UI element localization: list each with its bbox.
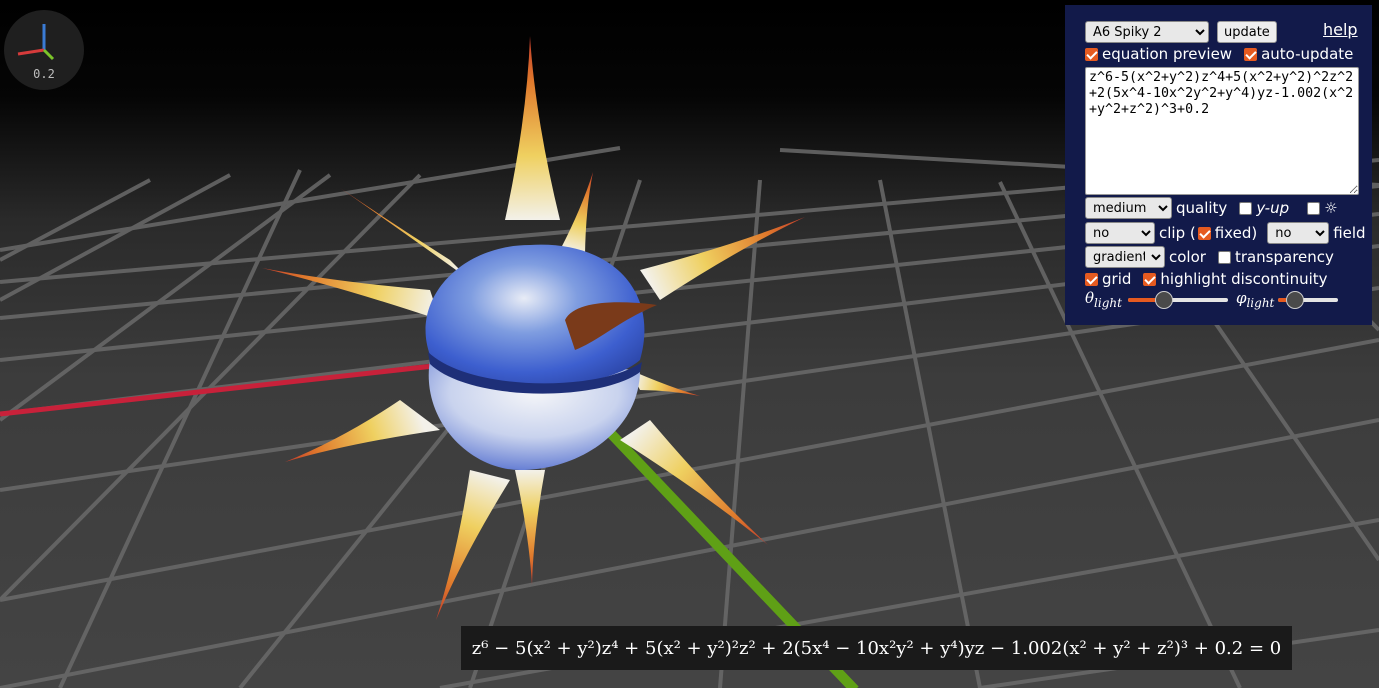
surface-spike xyxy=(560,172,593,255)
spiky-surface xyxy=(262,36,805,620)
field-label: field xyxy=(1333,224,1366,242)
surface-spike xyxy=(640,217,805,300)
control-panel: A6 Spiky 2 update help equation preview … xyxy=(1065,5,1372,325)
surface-cavity xyxy=(565,302,657,350)
grid-checkbox[interactable] xyxy=(1085,272,1098,286)
axis-orientation-widget[interactable]: 0.2 xyxy=(4,10,84,90)
equation-input[interactable]: z^6-5(x^2+y^2)z^4+5(x^2+y^2)^2z^2+2(5x^4… xyxy=(1085,67,1359,195)
theta-light-thumb[interactable] xyxy=(1154,290,1173,309)
fixed-checkbox[interactable] xyxy=(1197,226,1211,240)
sun-checkbox[interactable] xyxy=(1307,201,1321,215)
transparency-label: transparency xyxy=(1234,248,1334,266)
surface-spike xyxy=(630,370,700,396)
equation-preview-label: equation preview xyxy=(1102,45,1233,63)
sun-icon: ☼ xyxy=(1324,199,1338,217)
y-up-label: y-up xyxy=(1256,199,1290,217)
theta-light-slider[interactable] xyxy=(1127,290,1228,310)
theta-light-label: θlight xyxy=(1085,289,1122,310)
surface-spike xyxy=(436,470,510,620)
surface-spike xyxy=(505,36,560,220)
quality-label: quality xyxy=(1176,199,1228,217)
grid-label: grid xyxy=(1102,270,1132,288)
y-up-checkbox[interactable] xyxy=(1239,201,1253,215)
clip-label: clip ( xyxy=(1159,224,1196,242)
auto-update-checkbox[interactable] xyxy=(1244,47,1258,61)
surface-upper-body xyxy=(425,244,645,386)
preset-select[interactable]: A6 Spiky 2 xyxy=(1085,21,1209,43)
surface-spike xyxy=(620,420,768,545)
axis-gizmo-icon xyxy=(17,24,55,61)
color-select[interactable]: gradient xyxy=(1085,246,1165,268)
fixed-label: fixed) xyxy=(1214,224,1258,242)
highlight-discontinuity-label: highlight discontinuity xyxy=(1160,270,1328,288)
equation-display: z⁶ − 5(x² + y²)z⁴ + 5(x² + y²)²z² + 2(5x… xyxy=(461,626,1292,670)
phi-light-slider[interactable] xyxy=(1278,290,1339,310)
transparency-checkbox[interactable] xyxy=(1217,250,1231,264)
equation-preview-checkbox[interactable] xyxy=(1085,47,1098,61)
field-select[interactable]: no xyxy=(1267,222,1330,244)
clip-select[interactable]: no xyxy=(1085,222,1155,244)
surface-rim-band xyxy=(428,352,642,394)
phi-light-thumb[interactable] xyxy=(1285,290,1304,309)
axis-scale-label: 0.2 xyxy=(33,67,55,81)
surface-spike xyxy=(262,268,440,320)
highlight-discontinuity-checkbox[interactable] xyxy=(1143,272,1157,286)
update-button[interactable]: update xyxy=(1217,21,1277,43)
surface-spike xyxy=(285,400,440,462)
auto-update-label: auto-update xyxy=(1261,45,1354,63)
quality-select[interactable]: medium xyxy=(1085,197,1172,219)
surface-spike xyxy=(515,470,545,585)
help-link[interactable]: help xyxy=(1323,20,1358,39)
phi-light-label: φlight xyxy=(1235,289,1275,310)
color-label: color xyxy=(1169,248,1206,266)
